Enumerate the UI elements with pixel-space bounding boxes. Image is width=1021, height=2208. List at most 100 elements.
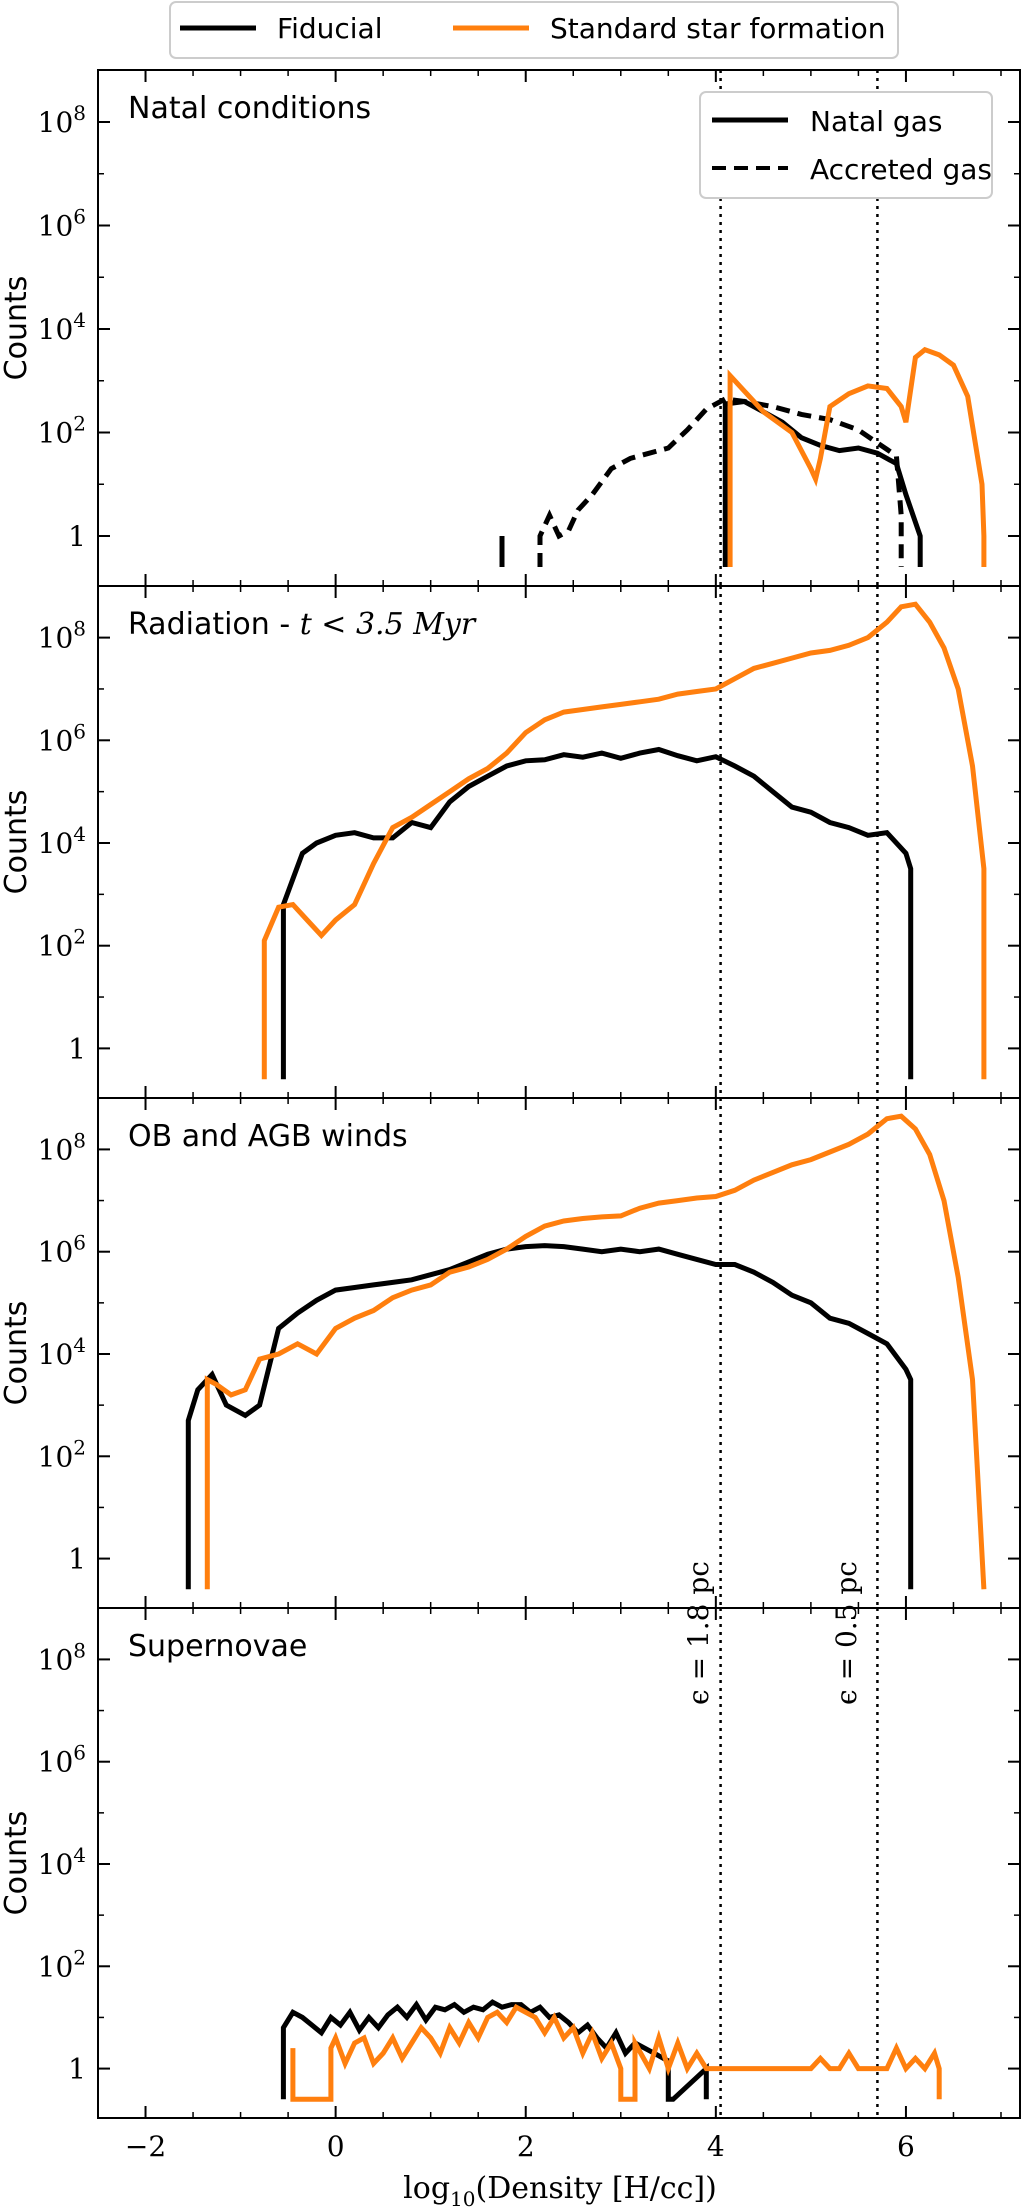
y-tick-exponent: 4 bbox=[73, 308, 86, 332]
y-tick-label: 102 bbox=[38, 925, 86, 963]
x-tick-label: 6 bbox=[897, 2130, 915, 2163]
x-axis-label-base: 10 bbox=[450, 2187, 475, 2208]
y-tick-base: 10 bbox=[38, 1338, 74, 1371]
legend-label-standard-sf: Standard star formation bbox=[550, 12, 886, 45]
series-fiducial-accreted-gas bbox=[537, 396, 904, 567]
panel-title-math: t < 3.5 Myr bbox=[300, 607, 477, 642]
y-tick-base: 10 bbox=[38, 930, 74, 963]
x-tick-label: 0 bbox=[327, 2130, 345, 2163]
y-tick-base: 10 bbox=[38, 724, 74, 757]
y-tick-exponent: 2 bbox=[73, 412, 86, 436]
y-tick-exponent: 8 bbox=[73, 617, 86, 641]
y-tick-base: 10 bbox=[38, 1440, 74, 1473]
y-tick-label: 104 bbox=[38, 1333, 86, 1371]
y-tick-label: 102 bbox=[38, 1945, 86, 1983]
series-standard-star-formation bbox=[727, 346, 987, 567]
y-tick-label: 104 bbox=[38, 822, 86, 860]
panel-title: OB and AGB winds bbox=[128, 1119, 408, 1154]
y-tick-base: 10 bbox=[38, 106, 74, 139]
natal-legend-label-accreted: Accreted gas bbox=[810, 153, 992, 186]
y-tick-exponent: 8 bbox=[73, 1128, 86, 1152]
y-tick-exponent: 4 bbox=[73, 1333, 86, 1357]
panel-title: Radiation - t < 3.5 Myr bbox=[128, 607, 477, 642]
y-tick-label: 1 bbox=[68, 1032, 86, 1065]
y-axis-label: Counts bbox=[0, 790, 34, 895]
y-tick-base: 10 bbox=[38, 1950, 74, 1983]
y-tick-exponent: 6 bbox=[73, 205, 86, 229]
y-tick-exponent: 2 bbox=[73, 1945, 86, 1969]
panel-title: Natal conditions bbox=[128, 91, 371, 126]
y-tick-label: 108 bbox=[38, 101, 86, 139]
x-axis-label-log: log bbox=[403, 2171, 450, 2206]
x-axis-label-rest: (Density [H/cc]) bbox=[475, 2171, 716, 2206]
y-tick-base: 10 bbox=[38, 622, 74, 655]
y-tick-exponent: 6 bbox=[73, 719, 86, 743]
x-axis-label: log10(Density [H/cc]) bbox=[403, 2171, 717, 2208]
y-tick-base: 10 bbox=[38, 1236, 74, 1269]
y-tick-label: 1 bbox=[68, 1543, 86, 1576]
y-tick-exponent: 6 bbox=[73, 1741, 86, 1765]
legend-label-fiducial: Fiducial bbox=[277, 12, 382, 45]
panel-series bbox=[185, 1113, 987, 1590]
natal-legend: Natal gas Accreted gas bbox=[699, 91, 993, 199]
panel-series bbox=[280, 1999, 942, 2102]
series-standard-star-formation bbox=[290, 2003, 942, 2102]
y-tick-base: 10 bbox=[38, 313, 74, 346]
panel-frame bbox=[97, 1097, 1021, 1609]
series-fiducial-natal-gas-high-density- bbox=[722, 398, 923, 567]
y-tick-label: 106 bbox=[38, 205, 86, 243]
y-tick-base: 10 bbox=[38, 827, 74, 860]
vline-label-1: ϵ = 1.8 pc bbox=[682, 1561, 715, 1705]
y-tick-exponent: 8 bbox=[73, 101, 86, 125]
series-standard-star-formation bbox=[204, 1113, 987, 1590]
figure-legend-frame bbox=[169, 1, 899, 59]
y-tick-label: 1 bbox=[68, 520, 86, 553]
y-tick-label: 1 bbox=[68, 2053, 86, 2086]
panel-series bbox=[261, 601, 987, 1080]
y-tick-label: 102 bbox=[38, 1435, 86, 1473]
y-tick-label: 108 bbox=[38, 1128, 86, 1166]
y-axis-label: Counts bbox=[0, 1811, 34, 1916]
y-tick-exponent: 4 bbox=[73, 1843, 86, 1867]
figure-legend: Fiducial Standard star formation bbox=[169, 1, 899, 59]
panel-frame bbox=[97, 1607, 1021, 2119]
panel-frame bbox=[97, 585, 1021, 1099]
y-tick-base: 10 bbox=[38, 1848, 74, 1881]
y-tick-exponent: 4 bbox=[73, 822, 86, 846]
y-tick-label: 104 bbox=[38, 1843, 86, 1881]
y-tick-base: 10 bbox=[38, 1746, 74, 1779]
y-tick-base: 10 bbox=[38, 417, 74, 450]
y-tick-label: 106 bbox=[38, 1741, 86, 1779]
panel-title: Supernovae bbox=[128, 1629, 307, 1664]
y-tick-label: 102 bbox=[38, 412, 86, 450]
y-tick-label: 108 bbox=[38, 1638, 86, 1676]
y-tick-label: 106 bbox=[38, 1231, 86, 1269]
y-tick-exponent: 8 bbox=[73, 1638, 86, 1662]
y-tick-exponent: 2 bbox=[73, 1435, 86, 1459]
panel-series bbox=[499, 346, 987, 567]
series-fiducial bbox=[185, 1243, 914, 1590]
x-tick-label: 4 bbox=[707, 2130, 725, 2163]
y-tick-label: 106 bbox=[38, 719, 86, 757]
y-axis-label: Counts bbox=[0, 1301, 34, 1406]
vline-label-2: ϵ = 0.5 pc bbox=[830, 1561, 863, 1705]
y-axis-label: Counts bbox=[0, 276, 34, 381]
y-tick-base: 10 bbox=[38, 210, 74, 243]
series-fiducial bbox=[280, 746, 914, 1080]
series-standard-star-formation bbox=[261, 601, 987, 1080]
panel-title-text: Radiation - bbox=[128, 607, 300, 642]
y-tick-base: 10 bbox=[38, 1643, 74, 1676]
y-tick-exponent: 6 bbox=[73, 1231, 86, 1255]
x-tick-label: 2 bbox=[517, 2130, 535, 2163]
y-tick-label: 104 bbox=[38, 308, 86, 346]
natal-legend-label-natal: Natal gas bbox=[810, 105, 942, 138]
series-fiducial bbox=[280, 1999, 709, 2102]
y-tick-base: 10 bbox=[38, 1133, 74, 1166]
y-tick-exponent: 2 bbox=[73, 925, 86, 949]
